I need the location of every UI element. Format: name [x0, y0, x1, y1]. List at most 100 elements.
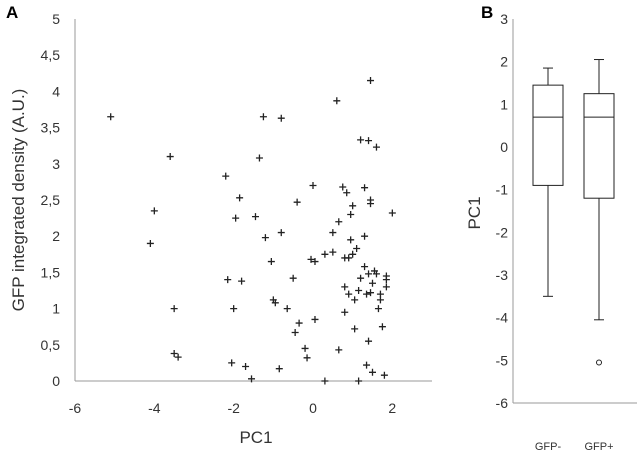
scatter-point — [236, 194, 244, 202]
scatter-point — [380, 371, 388, 379]
scatter-point — [238, 277, 246, 285]
scatter-point — [345, 254, 353, 262]
scatter-point — [349, 250, 357, 258]
scatter-point — [372, 143, 380, 151]
panel-a: A 0 0,5 1 1,5 2 2,5 3 3,5 4 4,5 5 -6 -4 -2 0 2 PC1 GFP… — [6, 3, 432, 447]
scatter-point — [341, 283, 349, 291]
scatter-point — [363, 290, 371, 298]
scatter-point — [335, 346, 343, 354]
scatter-point — [311, 258, 319, 266]
scatter-y-tick-label: 1 — [52, 301, 60, 317]
scatter-point — [301, 344, 309, 352]
scatter-x-tick-label: -2 — [227, 400, 240, 416]
box-y-tick-label: -3 — [496, 267, 509, 283]
scatter-y-tick-label: 4 — [52, 83, 60, 99]
scatter-point — [347, 236, 355, 244]
scatter-point — [388, 209, 396, 217]
scatter-point — [367, 77, 375, 85]
scatter-point — [355, 287, 363, 294]
scatter-point — [361, 263, 369, 271]
scatter-point — [232, 214, 240, 222]
scatter-point — [166, 153, 174, 161]
scatter-point — [341, 308, 349, 316]
scatter-point — [369, 368, 376, 376]
scatter-point — [309, 182, 317, 190]
scatter-y-tick-label: 3,5 — [41, 120, 61, 136]
scatter-point — [107, 113, 115, 121]
box-y-tick-label: -2 — [496, 224, 509, 240]
scatter-point — [343, 189, 351, 197]
scatter-point — [230, 305, 238, 313]
scatter-point — [146, 239, 154, 247]
scatter-point — [251, 213, 259, 221]
scatter-point — [222, 172, 230, 180]
scatter-point — [376, 296, 384, 304]
scatter-x-tick-label: 2 — [388, 400, 396, 416]
boxplot-gfppos — [583, 59, 615, 366]
scatter-point — [329, 248, 337, 256]
scatter-point — [355, 377, 363, 385]
scatter-point — [275, 365, 283, 373]
scatter-point — [311, 315, 319, 323]
box-y-tick-label: -1 — [496, 182, 509, 198]
scatter-points — [107, 77, 396, 385]
scatter-point — [150, 207, 158, 215]
scatter-point — [293, 198, 301, 206]
scatter-y-tick-label: 4,5 — [41, 47, 61, 63]
scatter-x-tick-label: -6 — [69, 400, 82, 416]
scatter-point — [365, 137, 373, 145]
scatter-y-tick-label: 2,5 — [41, 192, 61, 208]
box-y-tick-label: 0 — [500, 139, 508, 155]
scatter-point — [335, 218, 343, 226]
boxplot-gfpneg — [532, 67, 564, 297]
scatter-point — [333, 97, 341, 105]
scatter-point — [224, 276, 232, 284]
scatter-point — [353, 245, 361, 253]
scatter-point — [382, 276, 390, 284]
scatter-point — [255, 154, 263, 162]
box-y-tick-label: -4 — [496, 310, 509, 326]
scatter-point — [367, 289, 375, 297]
scatter-y-tick-label: 0 — [52, 373, 60, 389]
scatter-point — [365, 337, 373, 345]
scatter-point — [363, 361, 371, 369]
panel-b-label: B — [481, 3, 493, 22]
box-iqr — [583, 93, 615, 199]
scatter-point — [369, 279, 376, 287]
scatter-point — [277, 114, 285, 122]
box-category-label: GFP+ — [584, 441, 613, 453]
scatter-point — [261, 234, 269, 242]
scatter-point — [351, 325, 359, 333]
scatter-point — [347, 210, 355, 218]
scatter-point — [248, 375, 256, 383]
scatter-point — [291, 328, 299, 336]
scatter-point — [321, 250, 329, 258]
scatter-y-tick-label: 1,5 — [41, 264, 61, 280]
scatter-y-tick-labels: 0 0,5 1 1,5 2 2,5 3 3,5 4 4,5 5 — [41, 11, 61, 389]
scatter-point — [357, 136, 365, 144]
scatter-point — [361, 184, 369, 192]
scatter-point — [267, 258, 275, 266]
scatter-point — [170, 305, 178, 313]
scatter-x-tick-labels: -6 -4 -2 0 2 — [69, 400, 397, 416]
scatter-point — [329, 229, 337, 237]
box-y-tick-label: 1 — [500, 96, 508, 112]
scatter-x-tick-label: 0 — [309, 400, 317, 416]
box-iqr — [532, 84, 564, 186]
scatter-point — [170, 349, 178, 357]
scatter-x-axis-label: PC1 — [239, 428, 272, 447]
box-y-tick-label: 3 — [500, 11, 508, 27]
scatter-y-tick-label: 3 — [52, 156, 60, 172]
scatter-point — [289, 274, 297, 282]
scatter-point — [339, 183, 347, 191]
scatter-point — [277, 229, 285, 237]
scatter-point — [321, 377, 329, 385]
scatter-y-axis-label: GFP integrated density (A.U.) — [9, 89, 28, 312]
scatter-y-tick-label: 2 — [52, 228, 60, 244]
scatter-point — [307, 255, 315, 263]
scatter-point — [365, 270, 373, 278]
box-y-tick-labels: 3 2 1 0 -1 -2 -3 -4 -5 -6 — [496, 11, 509, 411]
panel-a-label: A — [6, 3, 18, 22]
scatter-point — [283, 305, 291, 313]
